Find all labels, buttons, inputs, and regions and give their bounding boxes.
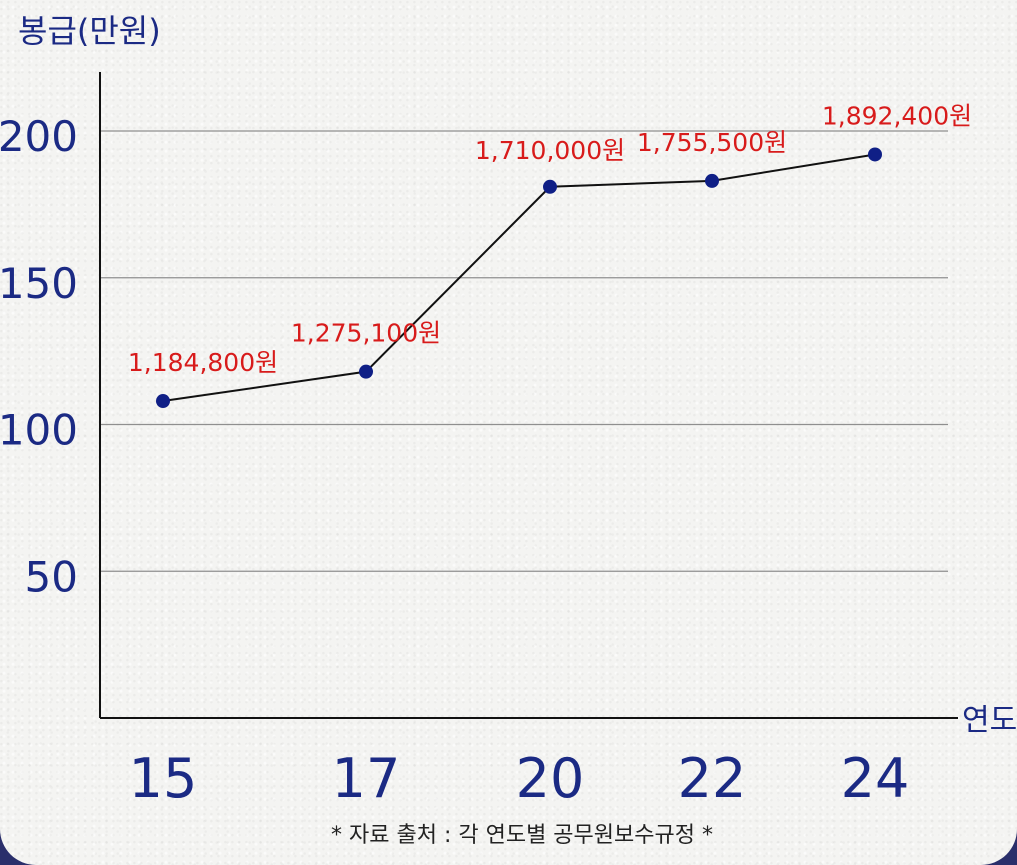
x-tick-label: 15 <box>129 747 198 810</box>
y-tick-label: 200 <box>0 112 78 161</box>
grid-lines <box>100 130 948 572</box>
x-tick-label: 24 <box>841 747 910 810</box>
x-tick-label: 20 <box>516 747 585 810</box>
axes <box>99 72 958 719</box>
y-axis-title: 봉급(만원) <box>18 12 161 50</box>
data-label: 1,755,500원 <box>637 128 787 157</box>
data-point <box>543 179 557 194</box>
y-tick-label: 150 <box>0 259 78 308</box>
y-tick-label: 100 <box>0 406 78 455</box>
y-tick-label: 50 <box>25 552 78 601</box>
data-label: 1,184,800원 <box>128 348 278 377</box>
x-tick-labels: 15 17 20 22 24 <box>129 747 910 810</box>
y-tick-labels: 50 100 150 200 <box>0 112 78 601</box>
data-point <box>705 173 719 188</box>
data-label: 1,892,400원 <box>822 101 972 130</box>
data-label: 1,710,000원 <box>475 136 625 165</box>
data-point <box>156 394 170 409</box>
data-label: 1,275,100원 <box>291 319 441 348</box>
x-tick-label: 22 <box>678 747 747 810</box>
x-axis-title: 연도 <box>962 703 1017 738</box>
source-note: * 자료 출처 : 각 연도별 공무원보수규정 * <box>331 823 713 848</box>
data-labels: 1,184,800원 1,275,100원 1,710,000원 1,755,500원… <box>128 101 972 377</box>
data-point <box>868 147 882 162</box>
data-point <box>359 364 373 379</box>
x-tick-label: 17 <box>332 747 401 810</box>
data-points <box>156 147 882 409</box>
